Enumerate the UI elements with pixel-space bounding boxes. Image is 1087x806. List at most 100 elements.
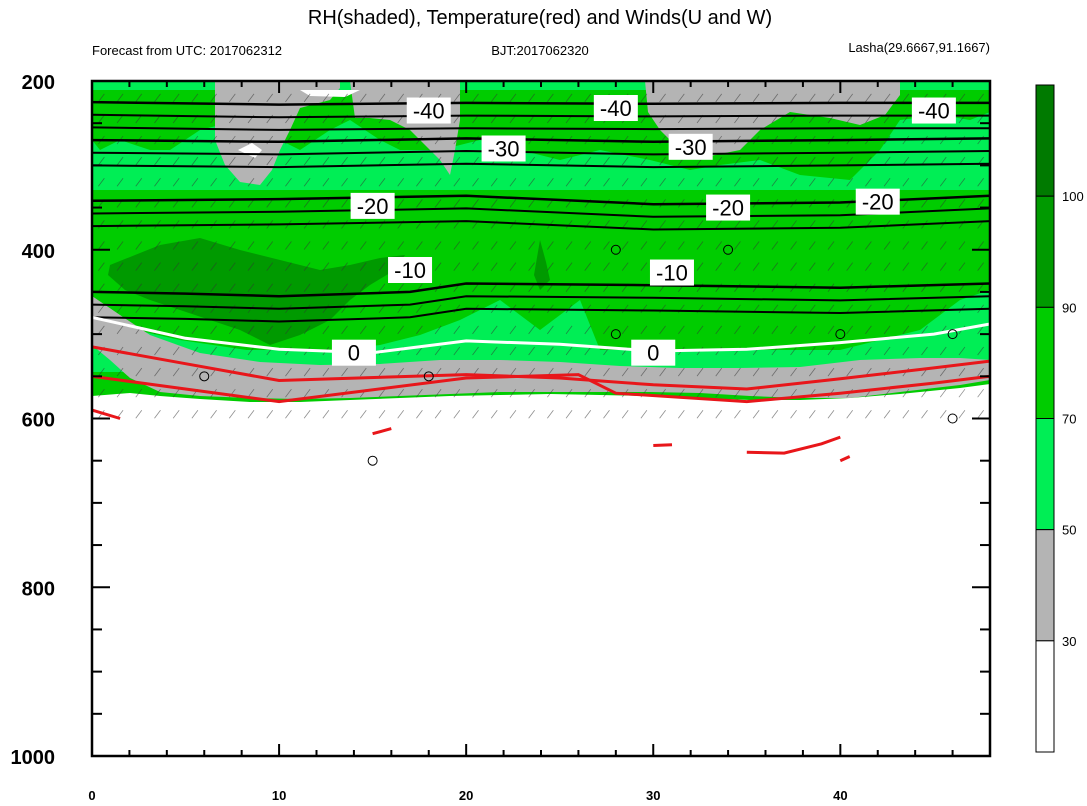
wind-barb — [434, 325, 442, 335]
wind-barb — [135, 262, 143, 271]
colorbar-swatch — [1035, 640, 1055, 753]
x-tick-label: 20 — [459, 788, 473, 803]
wind-barb — [341, 241, 348, 250]
wind-barb — [977, 283, 984, 292]
wind-barb — [247, 410, 255, 419]
wind-barb — [958, 388, 966, 398]
wind-barb — [341, 283, 348, 292]
wind-barb — [322, 367, 330, 377]
temperature-contour-40 — [92, 100, 990, 106]
wind-barb — [565, 241, 573, 250]
wind-barb — [603, 325, 610, 335]
wind-barb — [977, 199, 984, 208]
wind-barb — [902, 178, 910, 187]
wind-barb — [902, 346, 910, 356]
wind-barb — [210, 262, 217, 271]
wind-barb — [285, 388, 292, 398]
wind-barb — [603, 241, 610, 250]
wind-barb — [603, 262, 610, 271]
contour-label: 0 — [631, 339, 676, 366]
wind-barb — [490, 262, 498, 271]
wind-barb — [958, 135, 966, 145]
wind-barb — [715, 262, 723, 271]
wind-barb — [715, 410, 723, 419]
wind-barb — [228, 135, 236, 145]
y-tick-label: 600 — [22, 410, 55, 432]
contour-label: -20 — [855, 188, 900, 215]
wind-barb — [865, 410, 872, 419]
wind-barb — [677, 178, 685, 187]
wind-barb — [734, 410, 741, 419]
wind-barb — [883, 262, 891, 271]
wind-barb — [977, 241, 984, 250]
wind-barb — [154, 156, 161, 166]
wind-barb — [565, 325, 573, 335]
wind-barb — [378, 410, 386, 419]
wind-barb — [303, 262, 311, 271]
wind-barb — [752, 367, 760, 377]
wind-barb — [303, 156, 311, 166]
wind-barb — [303, 388, 311, 398]
colorbar-label: 30 — [1062, 634, 1076, 649]
wind-barb — [883, 283, 891, 292]
svg-text:-10: -10 — [656, 261, 688, 286]
wind-barb — [939, 178, 947, 187]
wind-barb — [603, 304, 610, 314]
contour-label: -40 — [593, 95, 638, 121]
wind-barb — [883, 156, 891, 166]
wind-barb — [846, 367, 854, 377]
wind-barb — [584, 410, 592, 419]
wind-barb — [958, 241, 966, 250]
wind-barb — [285, 178, 292, 187]
wind-barb — [752, 241, 760, 250]
wind-barb — [322, 156, 330, 166]
wind-barb — [490, 199, 498, 208]
wind-barb — [416, 388, 423, 398]
wind-barb — [303, 367, 311, 377]
wind-barb — [472, 388, 479, 398]
wind-barb — [98, 367, 105, 377]
wind-barb — [359, 262, 367, 271]
wind-barb — [285, 156, 292, 166]
wind-barb — [902, 388, 910, 398]
wind-barb — [247, 156, 255, 166]
wind-barb — [659, 241, 666, 250]
wind-barb — [902, 262, 910, 271]
wind-barb — [528, 156, 535, 166]
wind-barb — [846, 178, 854, 187]
wind-barb — [116, 262, 124, 271]
wind-barb — [790, 410, 797, 419]
colorbar-label: 70 — [1062, 412, 1076, 427]
wind-barb — [752, 388, 760, 398]
wind-barb — [266, 367, 274, 377]
wind-barb — [621, 178, 629, 187]
temperature-contour-fragment — [653, 443, 673, 447]
wind-barb — [154, 410, 161, 419]
wind-barb — [771, 156, 779, 166]
wind-barb — [752, 178, 760, 187]
svg-text:-30: -30 — [675, 135, 707, 160]
wind-barb — [734, 241, 741, 250]
wind-barb — [154, 367, 161, 377]
wind-barb — [509, 199, 517, 208]
y-tick-label: 400 — [22, 241, 55, 263]
wind-barb — [228, 410, 236, 419]
wind-barb — [902, 241, 910, 250]
wind-barb — [734, 262, 741, 271]
wind-barb — [547, 325, 554, 335]
wind-barb — [116, 156, 124, 166]
wind-barb — [303, 410, 311, 419]
temperature-contour-minor — [92, 126, 990, 131]
wind-barb — [865, 178, 872, 187]
wind-barb — [771, 241, 779, 250]
wind-barb — [210, 283, 217, 292]
wind-barb — [341, 199, 348, 208]
wind-barb — [416, 199, 423, 208]
wind-barb — [228, 262, 236, 271]
wind-barb — [771, 262, 779, 271]
wind-barb — [434, 262, 442, 271]
wind-barb — [98, 178, 105, 187]
wind-barb — [939, 388, 947, 398]
wind-barb — [659, 367, 666, 377]
wind-barb — [472, 325, 479, 335]
